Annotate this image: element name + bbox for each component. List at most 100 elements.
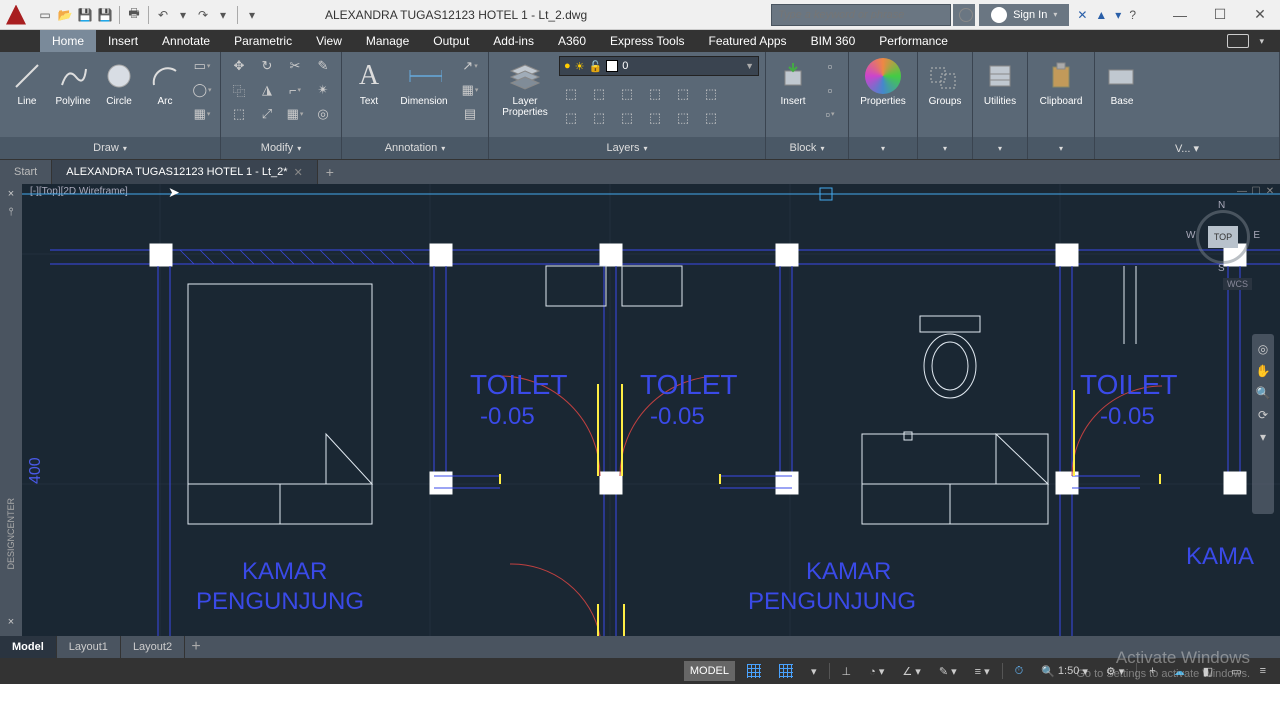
qat-undo-icon[interactable]: ↶ <box>154 6 172 24</box>
layer-tool-3-icon[interactable]: ⬚ <box>615 84 639 104</box>
status-osnap-button[interactable]: ✎ ▾ <box>933 661 963 681</box>
search-input[interactable] <box>778 9 944 21</box>
drawing-canvas[interactable]: TOILET -0.05 TOILET -0.05 TOILET -0.05 K… <box>0 184 1280 636</box>
layer-tool-5-icon[interactable]: ⬚ <box>671 84 695 104</box>
tool-dimension[interactable]: Dimension <box>394 56 454 107</box>
tab-view[interactable]: View <box>304 30 354 52</box>
nav-zoom-icon[interactable]: 🔍 <box>1256 386 1271 400</box>
tool-stretch-icon[interactable]: ⬚ <box>227 104 251 124</box>
qat-save-icon[interactable]: 💾 <box>76 6 94 24</box>
layer-dropdown[interactable]: ● ☀ 🔓 0 ▼ <box>559 56 759 76</box>
qat-undo-dd-icon[interactable]: ▾ <box>174 6 192 24</box>
status-hw-button[interactable]: ◧ <box>1197 661 1219 681</box>
nav-orbit-icon[interactable]: ⟳ <box>1258 408 1268 422</box>
status-anno-button[interactable]: ⏱ <box>1009 661 1030 681</box>
layer-tool-11-icon[interactable]: ⬚ <box>671 108 695 128</box>
tool-trim-icon[interactable]: ✂ <box>283 56 307 76</box>
tool-erase-icon[interactable]: ✎ <box>311 56 335 76</box>
exchange-dd-icon[interactable]: ▾ <box>1115 8 1121 22</box>
status-scale-button[interactable]: 🔍 1:50 ▾ <box>1035 661 1094 681</box>
layer-tool-8-icon[interactable]: ⬚ <box>587 108 611 128</box>
tab-output[interactable]: Output <box>421 30 481 52</box>
layer-tool-2-icon[interactable]: ⬚ <box>587 84 611 104</box>
tool-table-icon[interactable]: ▦ <box>458 80 482 100</box>
help-search[interactable] <box>771 4 951 26</box>
qat-redo-icon[interactable]: ↷ <box>194 6 212 24</box>
tab-express[interactable]: Express Tools <box>598 30 696 52</box>
status-iso-button[interactable]: ∠ ▾ <box>896 661 926 681</box>
block-edit-icon[interactable]: ▫ <box>818 80 842 100</box>
qat-open-icon[interactable]: 📂 <box>56 6 74 24</box>
tool-circle[interactable]: Circle <box>98 56 140 107</box>
qat-plot-icon[interactable]: 🖶 <box>125 6 143 24</box>
layout-tab-model[interactable]: Model <box>0 636 57 658</box>
new-file-tab-button[interactable]: + <box>318 160 342 184</box>
status-polar-button[interactable]: ◔ ▾ <box>863 661 890 681</box>
layout-tab-1[interactable]: Layout1 <box>57 636 121 658</box>
status-gear-button[interactable]: ⚙ ▾ <box>1100 661 1130 681</box>
tab-annotate[interactable]: Annotate <box>150 30 222 52</box>
status-custom-button[interactable]: ≡ <box>1254 661 1272 681</box>
tool-leader-icon[interactable]: ↗ <box>458 56 482 76</box>
exchange-a-icon[interactable]: ▲ <box>1095 8 1107 22</box>
qat-new-icon[interactable]: ▭ <box>36 6 54 24</box>
tool-arc[interactable]: Arc <box>144 56 186 107</box>
tool-rectangle-icon[interactable]: ▭ <box>190 56 214 76</box>
tool-hatch-icon[interactable]: ▦ <box>190 104 214 124</box>
tab-insert[interactable]: Insert <box>96 30 150 52</box>
tool-insert-block[interactable]: Insert <box>772 56 814 107</box>
camera-icon[interactable] <box>1227 34 1249 48</box>
tool-explode-icon[interactable]: ✴ <box>311 80 335 100</box>
layer-tool-9-icon[interactable]: ⬚ <box>615 108 639 128</box>
qat-more-icon[interactable]: ▾ <box>243 6 261 24</box>
tool-polyline[interactable]: Polyline <box>52 56 94 107</box>
layer-tool-12-icon[interactable]: ⬚ <box>699 108 723 128</box>
tab-addins[interactable]: Add-ins <box>481 30 546 52</box>
tool-copy-icon[interactable]: ⿻ <box>227 80 251 100</box>
status-lwt-button[interactable]: ≡ ▾ <box>969 661 996 681</box>
tool-properties[interactable]: Properties <box>855 56 911 107</box>
nav-show-icon[interactable]: ▾ <box>1260 430 1266 444</box>
status-snap-button[interactable] <box>773 661 799 681</box>
nav-wheel-icon[interactable]: ◎ <box>1258 342 1268 356</box>
qat-saveas-icon[interactable]: 💾 <box>96 6 114 24</box>
nav-pan-icon[interactable]: ✋ <box>1256 364 1271 378</box>
view-cube[interactable]: NSEW TOP <box>1188 202 1258 272</box>
tab-featured[interactable]: Featured Apps <box>697 30 799 52</box>
status-cloud-icon[interactable]: ☁ <box>1168 661 1191 681</box>
tool-groups[interactable]: Groups <box>924 56 966 107</box>
ribbon-min-icon[interactable]: ▾ <box>1259 36 1264 47</box>
tool-scale-icon[interactable]: ⤢ <box>255 104 279 124</box>
tool-mtext-icon[interactable]: ▤ <box>458 104 482 124</box>
file-tab-active[interactable]: ALEXANDRA TUGAS12123 HOTEL 1 - Lt_2*✕ <box>52 160 318 184</box>
tool-mirror-icon[interactable]: ◮ <box>255 80 279 100</box>
status-ws-button[interactable]: + <box>1143 661 1161 681</box>
status-ortho-button[interactable]: ⊥ <box>836 661 858 681</box>
tool-offset-icon[interactable]: ◎ <box>311 104 335 124</box>
tool-utilities[interactable]: Utilities <box>979 56 1021 107</box>
close-button[interactable]: ✕ <box>1240 2 1280 28</box>
block-create-icon[interactable]: ▫ <box>818 56 842 76</box>
maximize-button[interactable]: ☐ <box>1200 2 1240 28</box>
qat-redo-dd-icon[interactable]: ▾ <box>214 6 232 24</box>
tab-bim360[interactable]: BIM 360 <box>799 30 868 52</box>
layer-tool-4-icon[interactable]: ⬚ <box>643 84 667 104</box>
drawing-area[interactable]: × ⫯ DESIGNCENTER × [-][Top][2D Wireframe… <box>0 184 1280 636</box>
status-grid-button[interactable] <box>741 661 767 681</box>
layer-tool-1-icon[interactable]: ⬚ <box>559 84 583 104</box>
wcs-badge[interactable]: WCS <box>1223 278 1252 290</box>
tool-clipboard[interactable]: Clipboard <box>1034 56 1088 107</box>
search-button[interactable] <box>953 4 975 26</box>
navigation-bar[interactable]: ◎ ✋ 🔍 ⟳ ▾ <box>1252 334 1274 514</box>
tool-line[interactable]: Line <box>6 56 48 107</box>
tab-a360[interactable]: A360 <box>546 30 598 52</box>
tool-base[interactable]: Base <box>1101 56 1143 107</box>
status-model-button[interactable]: MODEL <box>684 661 735 681</box>
tab-parametric[interactable]: Parametric <box>222 30 304 52</box>
tab-performance[interactable]: Performance <box>867 30 960 52</box>
layout-add-button[interactable]: + <box>185 636 207 658</box>
layer-tool-10-icon[interactable]: ⬚ <box>643 108 667 128</box>
account-button[interactable]: Sign In ▾ <box>979 4 1069 26</box>
status-iso2-button[interactable]: ▭ <box>1225 661 1247 681</box>
exchange-x-icon[interactable]: ✕ <box>1077 8 1087 22</box>
